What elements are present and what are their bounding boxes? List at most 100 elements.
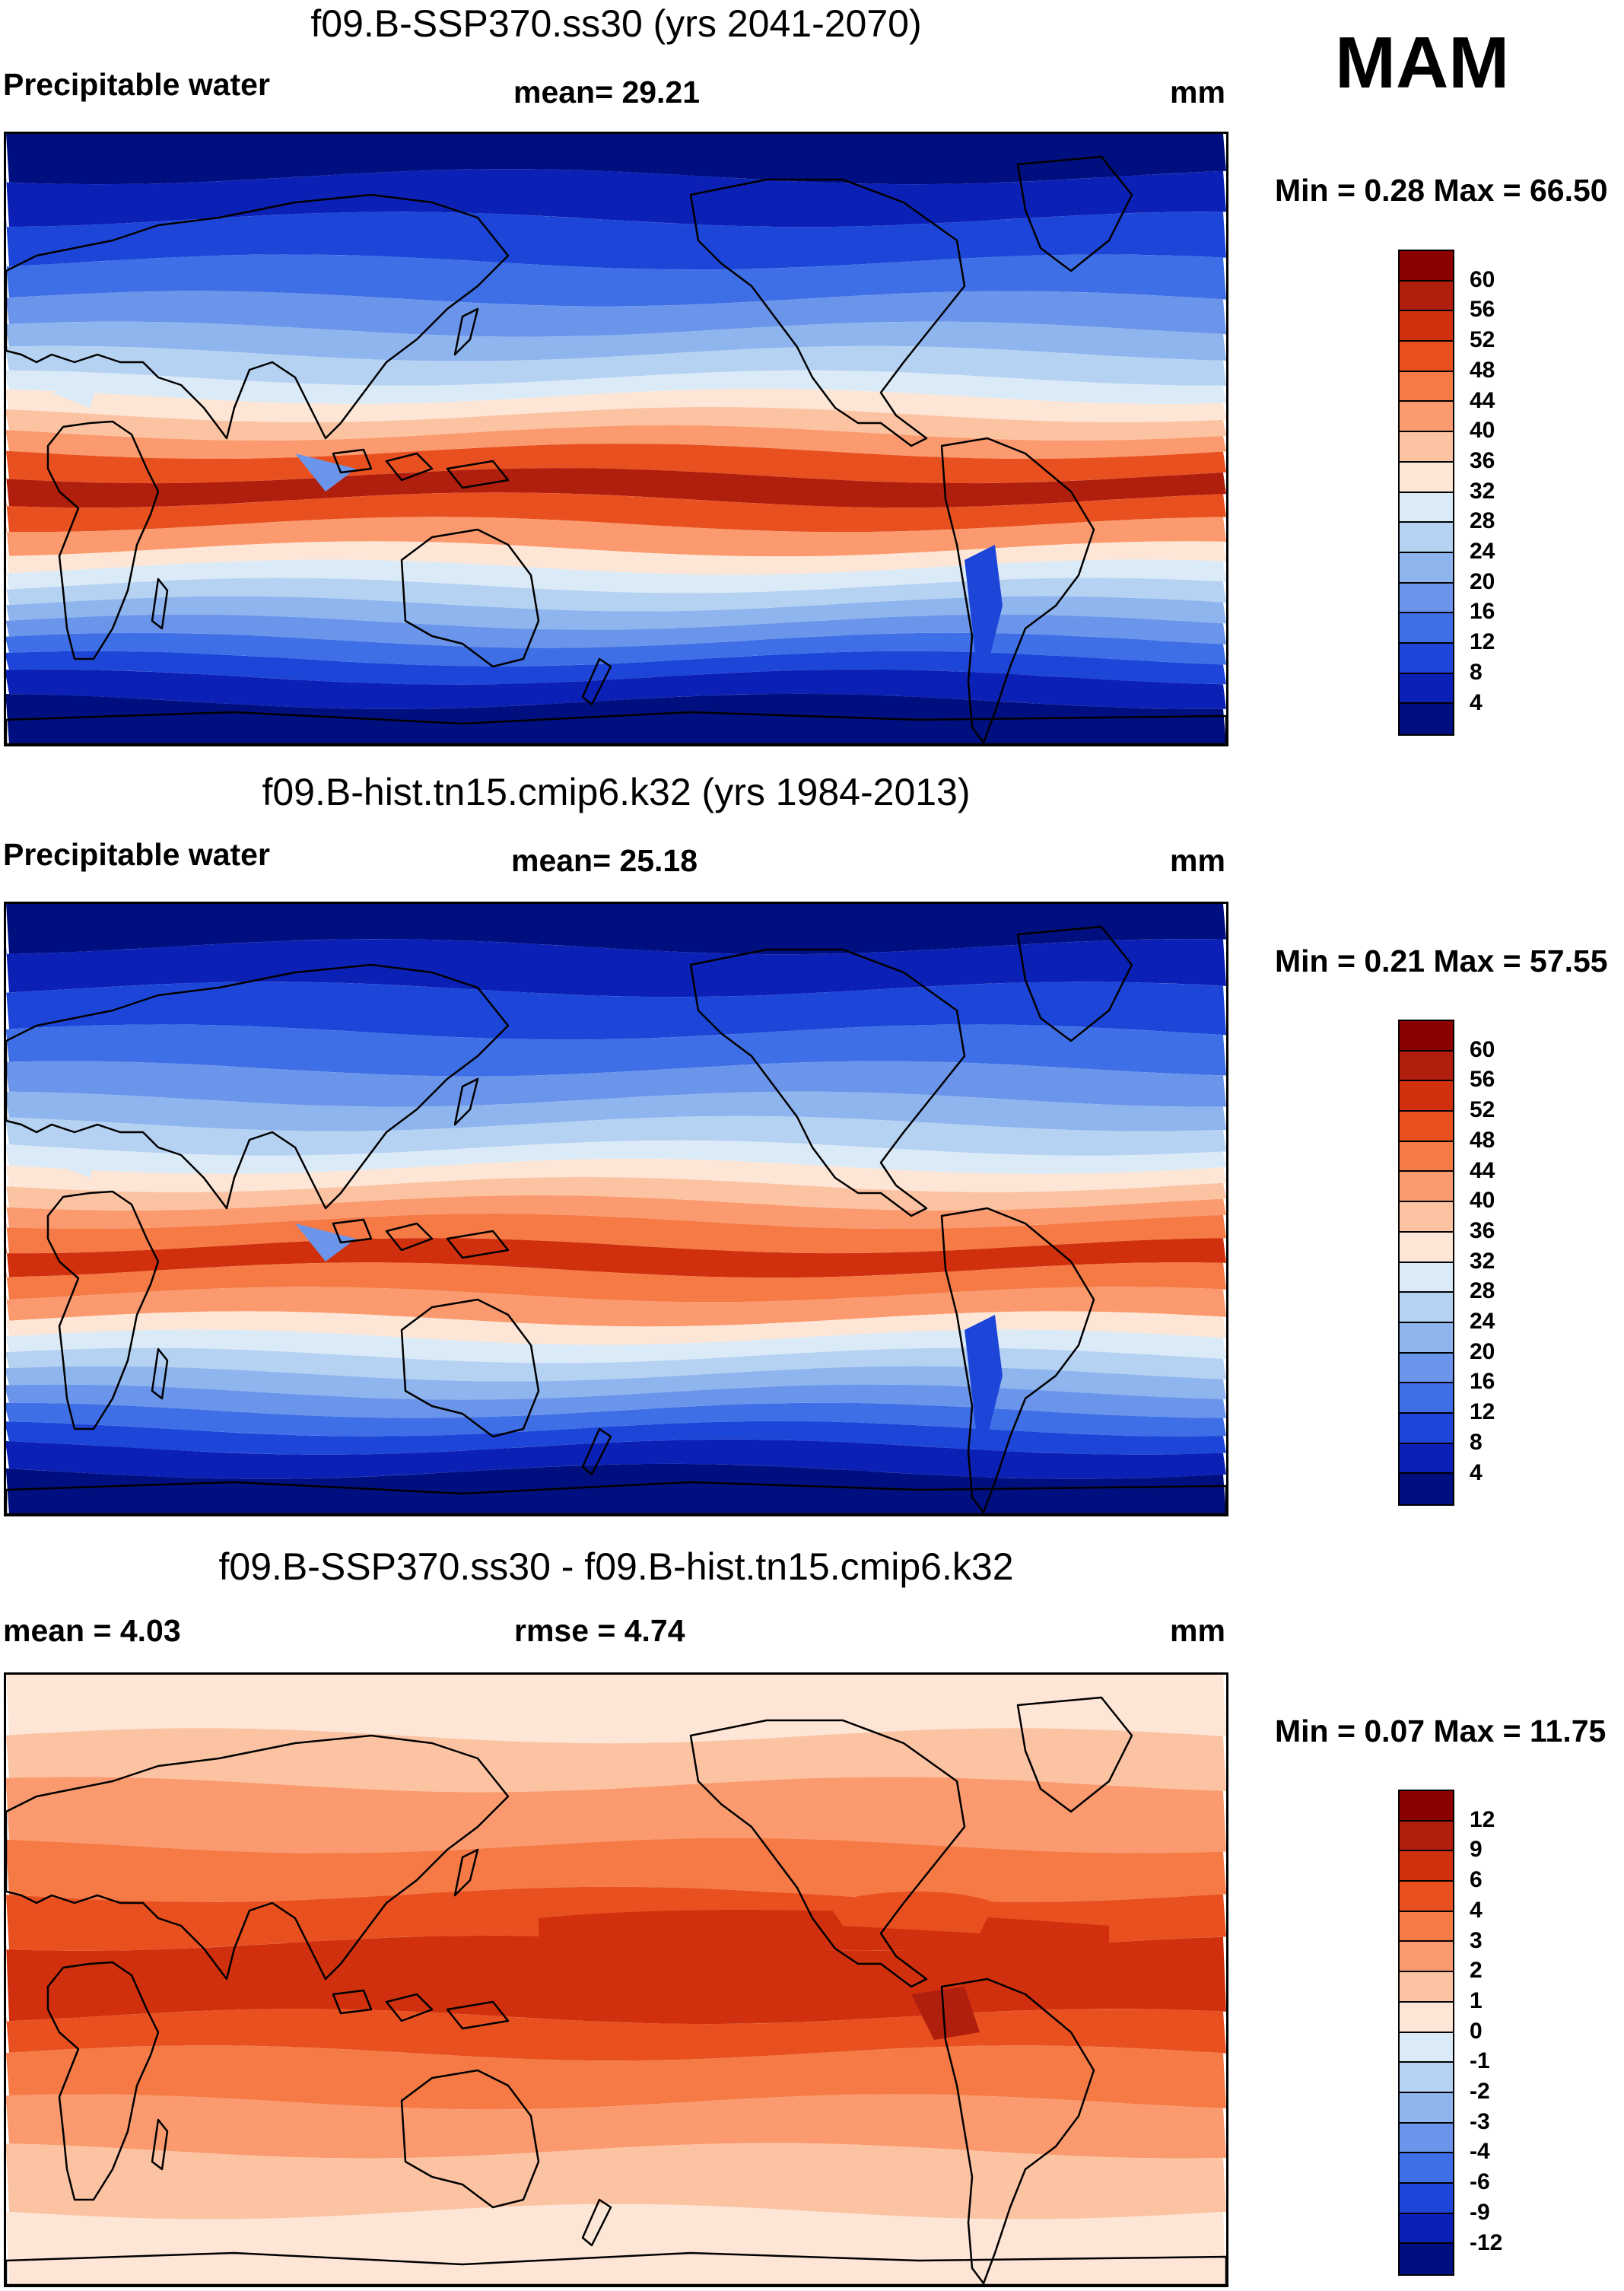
coastline xyxy=(689,948,966,1217)
colorbar-tick-label: -4 xyxy=(1470,2139,1490,2165)
contour-band xyxy=(6,2009,1226,2061)
colorbar-tick-label: 44 xyxy=(1470,1157,1495,1183)
colorbar-tick-label: 2 xyxy=(1470,1958,1483,1984)
colorbar-tick-label: -6 xyxy=(1470,2169,1490,2195)
contour-band xyxy=(6,370,1226,404)
contour-band xyxy=(6,1777,1226,1853)
colorbar-swatch xyxy=(1400,432,1453,463)
colorbar-tick-label: 24 xyxy=(1470,539,1495,564)
colorbar-swatch xyxy=(1400,1021,1453,1052)
contour-band xyxy=(6,2045,1226,2110)
colorbar-swatch xyxy=(1400,673,1453,705)
coastline xyxy=(6,1734,510,1981)
coastline xyxy=(446,1230,510,1259)
colorbar-swatch xyxy=(1400,1081,1453,1112)
contour-band xyxy=(6,578,1226,612)
colorbar-swatch xyxy=(1400,2032,1453,2063)
coastline-layer xyxy=(6,1696,1226,2285)
coastline xyxy=(6,711,1226,744)
colorbar-tick-label: 28 xyxy=(1470,508,1495,534)
panel-3-map xyxy=(4,1672,1228,2287)
contour-band xyxy=(6,468,1226,508)
contour-band xyxy=(6,254,1226,307)
colorbar-swatch xyxy=(1400,1821,1453,1852)
contour-band xyxy=(6,632,1226,667)
panel-3-units-label: mm xyxy=(1170,1613,1225,1648)
colorbar-swatch xyxy=(1400,2092,1453,2124)
panel-3-title: f09.B-SSP370.ss30 - f09.B-hist.tn15.cmip… xyxy=(218,1545,1014,1588)
panel-3-colorbar xyxy=(1398,1790,1454,2276)
contour-band xyxy=(6,406,1226,441)
colorbar-tick-label: -9 xyxy=(1470,2199,1490,2225)
coastline xyxy=(581,657,612,706)
colorbar-tick-label: 56 xyxy=(1470,297,1495,323)
season-label: MAM xyxy=(1335,22,1510,103)
colorbar-tick-label: 4 xyxy=(1470,1897,1483,1923)
contour-band xyxy=(6,425,1226,459)
colorbar-swatch xyxy=(1400,613,1453,644)
colorbar-swatch xyxy=(1400,1141,1453,1173)
coastline xyxy=(581,1427,612,1476)
coastline xyxy=(940,1207,1095,1514)
map-field-svg xyxy=(6,1675,1226,2285)
colorbar-swatch xyxy=(1400,462,1453,493)
contour-band xyxy=(6,1384,1226,1418)
contour-band xyxy=(6,1091,1226,1131)
colorbar-swatch xyxy=(1400,1942,1453,1973)
coastline xyxy=(332,448,373,474)
coastline xyxy=(689,1719,966,1988)
coastline xyxy=(6,2251,1226,2285)
colorbar-tick-label: 12 xyxy=(1470,629,1495,655)
panel-2-variable-label: Precipitable water xyxy=(3,837,270,872)
colorbar-tick-label: 12 xyxy=(1470,1399,1495,1425)
coastline xyxy=(46,1961,160,2201)
coastline xyxy=(6,193,510,440)
coastline xyxy=(332,1218,373,1244)
coastline xyxy=(453,1848,479,1897)
colorbar-tick-label: 60 xyxy=(1470,266,1495,292)
coastline xyxy=(940,1978,1095,2285)
regional-anomaly xyxy=(52,385,97,408)
contour-band xyxy=(6,1728,1226,1793)
panel-2-colorbar xyxy=(1398,1020,1454,1506)
panel-1-variable-label: Precipitable water xyxy=(3,67,270,102)
coastline xyxy=(453,1077,479,1126)
contour-band xyxy=(6,1838,1226,1902)
colorbar-tick-label: 16 xyxy=(1470,1369,1495,1395)
coastline xyxy=(400,1298,540,1438)
colorbar-swatch xyxy=(1400,1474,1453,1504)
colorbar-tick-label: 52 xyxy=(1470,1097,1495,1123)
panel-1-title: f09.B-SSP370.ss30 (yrs 2041-2070) xyxy=(310,2,922,45)
colorbar-swatch xyxy=(1400,1353,1453,1384)
contour-band xyxy=(6,1214,1226,1254)
contour-band xyxy=(6,2094,1226,2159)
colorbar-tick-label: 28 xyxy=(1470,1278,1495,1304)
colorbar-swatch xyxy=(1400,1791,1453,1822)
coastline xyxy=(332,1989,373,2015)
colorbar-tick-label: 8 xyxy=(1470,659,1483,685)
colorbar-swatch xyxy=(1400,704,1453,734)
colorbar-tick-label: 48 xyxy=(1470,1127,1495,1153)
panel-1-colorbar xyxy=(1398,250,1454,736)
colorbar-swatch xyxy=(1400,1972,1453,2003)
contour-band xyxy=(6,1439,1226,1479)
contour-band xyxy=(6,939,1226,998)
colorbar-tick-label: 24 xyxy=(1470,1309,1495,1334)
contour-band xyxy=(6,1024,1226,1077)
contour-band xyxy=(6,614,1226,648)
contour-band xyxy=(6,517,1226,557)
contour-band xyxy=(6,651,1226,685)
contour-band xyxy=(6,693,1226,744)
contour-band xyxy=(6,1176,1226,1211)
contour-band xyxy=(6,1195,1226,1229)
colorbar-tick-label: 4 xyxy=(1470,689,1483,715)
regional-anomaly xyxy=(911,1987,980,2040)
contour-band xyxy=(6,1421,1226,1455)
colorbar-tick-label: 48 xyxy=(1470,357,1495,383)
colorbar-swatch xyxy=(1400,342,1453,372)
colorbar-swatch xyxy=(1400,2213,1453,2245)
colorbar-tick-label: 9 xyxy=(1470,1837,1483,1863)
colorbar-swatch xyxy=(1400,2123,1453,2154)
contour-band xyxy=(6,1329,1226,1363)
colorbar-tick-label: 56 xyxy=(1470,1067,1495,1093)
